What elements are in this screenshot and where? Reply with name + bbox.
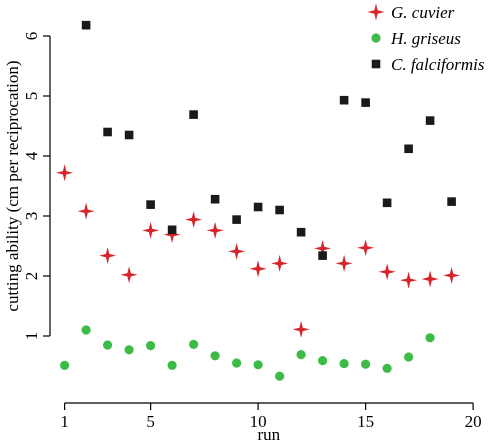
data-point bbox=[210, 194, 220, 204]
legend-item: G. cuvier bbox=[367, 3, 455, 22]
legend: G. cuvier H. griseus C. falciformis bbox=[367, 3, 485, 74]
data-point bbox=[318, 356, 328, 366]
data-point bbox=[232, 215, 241, 224]
data-point bbox=[185, 211, 203, 229]
legend-marker bbox=[367, 3, 385, 21]
x-axis-title: run bbox=[258, 425, 281, 444]
data-point bbox=[404, 144, 413, 154]
data-point bbox=[253, 360, 263, 370]
data-point bbox=[447, 197, 456, 206]
data-point bbox=[146, 341, 156, 351]
data-point bbox=[378, 263, 396, 281]
y-tick-label: 5 bbox=[22, 92, 41, 101]
data-point bbox=[120, 266, 138, 284]
data-point bbox=[163, 226, 181, 244]
data-point bbox=[146, 200, 155, 209]
data-point bbox=[232, 358, 242, 368]
data-point bbox=[382, 363, 392, 373]
y-tick-label: 4 bbox=[22, 151, 41, 160]
data-point bbox=[361, 359, 371, 369]
x-tick-label: 15 bbox=[357, 412, 374, 431]
data-point bbox=[103, 340, 113, 350]
data-point bbox=[443, 266, 461, 284]
data-point bbox=[339, 95, 349, 105]
data-point bbox=[99, 247, 117, 265]
data-point bbox=[382, 198, 392, 208]
data-point bbox=[81, 325, 91, 335]
data-point bbox=[77, 202, 95, 220]
data-point bbox=[400, 271, 418, 289]
data-point bbox=[206, 221, 224, 239]
series-circle bbox=[60, 325, 435, 381]
y-tick-label: 1 bbox=[22, 332, 41, 341]
data-point bbox=[404, 352, 414, 362]
data-point bbox=[425, 333, 435, 343]
data-point bbox=[167, 360, 177, 370]
legend-label: G. cuvier bbox=[391, 3, 455, 22]
data-point bbox=[271, 254, 289, 272]
data-point bbox=[425, 116, 435, 125]
data-point bbox=[314, 239, 332, 257]
legend-label: C. falciformis bbox=[391, 55, 485, 74]
y-tick-label: 3 bbox=[22, 212, 41, 221]
legend-marker bbox=[371, 59, 381, 69]
series-square bbox=[81, 20, 456, 260]
series-four-point-star bbox=[56, 164, 461, 338]
data-point bbox=[249, 260, 267, 278]
data-point bbox=[81, 20, 91, 30]
legend-marker bbox=[371, 33, 381, 43]
data-point bbox=[189, 110, 198, 119]
data-point bbox=[296, 227, 306, 237]
data-point bbox=[357, 239, 375, 257]
data-point bbox=[228, 242, 246, 260]
data-point bbox=[142, 221, 160, 239]
data-point bbox=[361, 98, 370, 107]
legend-item: H. griseus bbox=[371, 29, 461, 48]
data-point bbox=[167, 225, 177, 235]
legend-label: H. griseus bbox=[390, 29, 461, 48]
data-point bbox=[210, 351, 220, 361]
data-point bbox=[253, 202, 263, 212]
x-tick-label: 5 bbox=[146, 412, 155, 431]
data-point bbox=[103, 127, 112, 137]
legend-item: C. falciformis bbox=[371, 55, 485, 74]
y-tick-label: 6 bbox=[22, 32, 41, 41]
data-point bbox=[335, 254, 353, 272]
data-point bbox=[292, 320, 310, 338]
x-tick-label: 20 bbox=[465, 412, 482, 431]
x-tick-label: 1 bbox=[60, 412, 69, 431]
data-point bbox=[275, 205, 284, 215]
y-axis-title: cutting ability (cm per reciprocation) bbox=[3, 60, 22, 311]
plot-area bbox=[56, 20, 461, 381]
data-point bbox=[318, 251, 327, 260]
data-point bbox=[124, 130, 134, 140]
data-point bbox=[296, 350, 306, 360]
data-point bbox=[60, 360, 70, 370]
data-point bbox=[275, 371, 285, 381]
x-tick-label: 10 bbox=[250, 412, 267, 431]
data-point bbox=[56, 164, 74, 182]
data-point bbox=[421, 270, 439, 288]
y-tick-label: 2 bbox=[22, 272, 41, 281]
data-point bbox=[339, 359, 349, 369]
data-point bbox=[124, 345, 134, 355]
data-point bbox=[189, 339, 199, 349]
